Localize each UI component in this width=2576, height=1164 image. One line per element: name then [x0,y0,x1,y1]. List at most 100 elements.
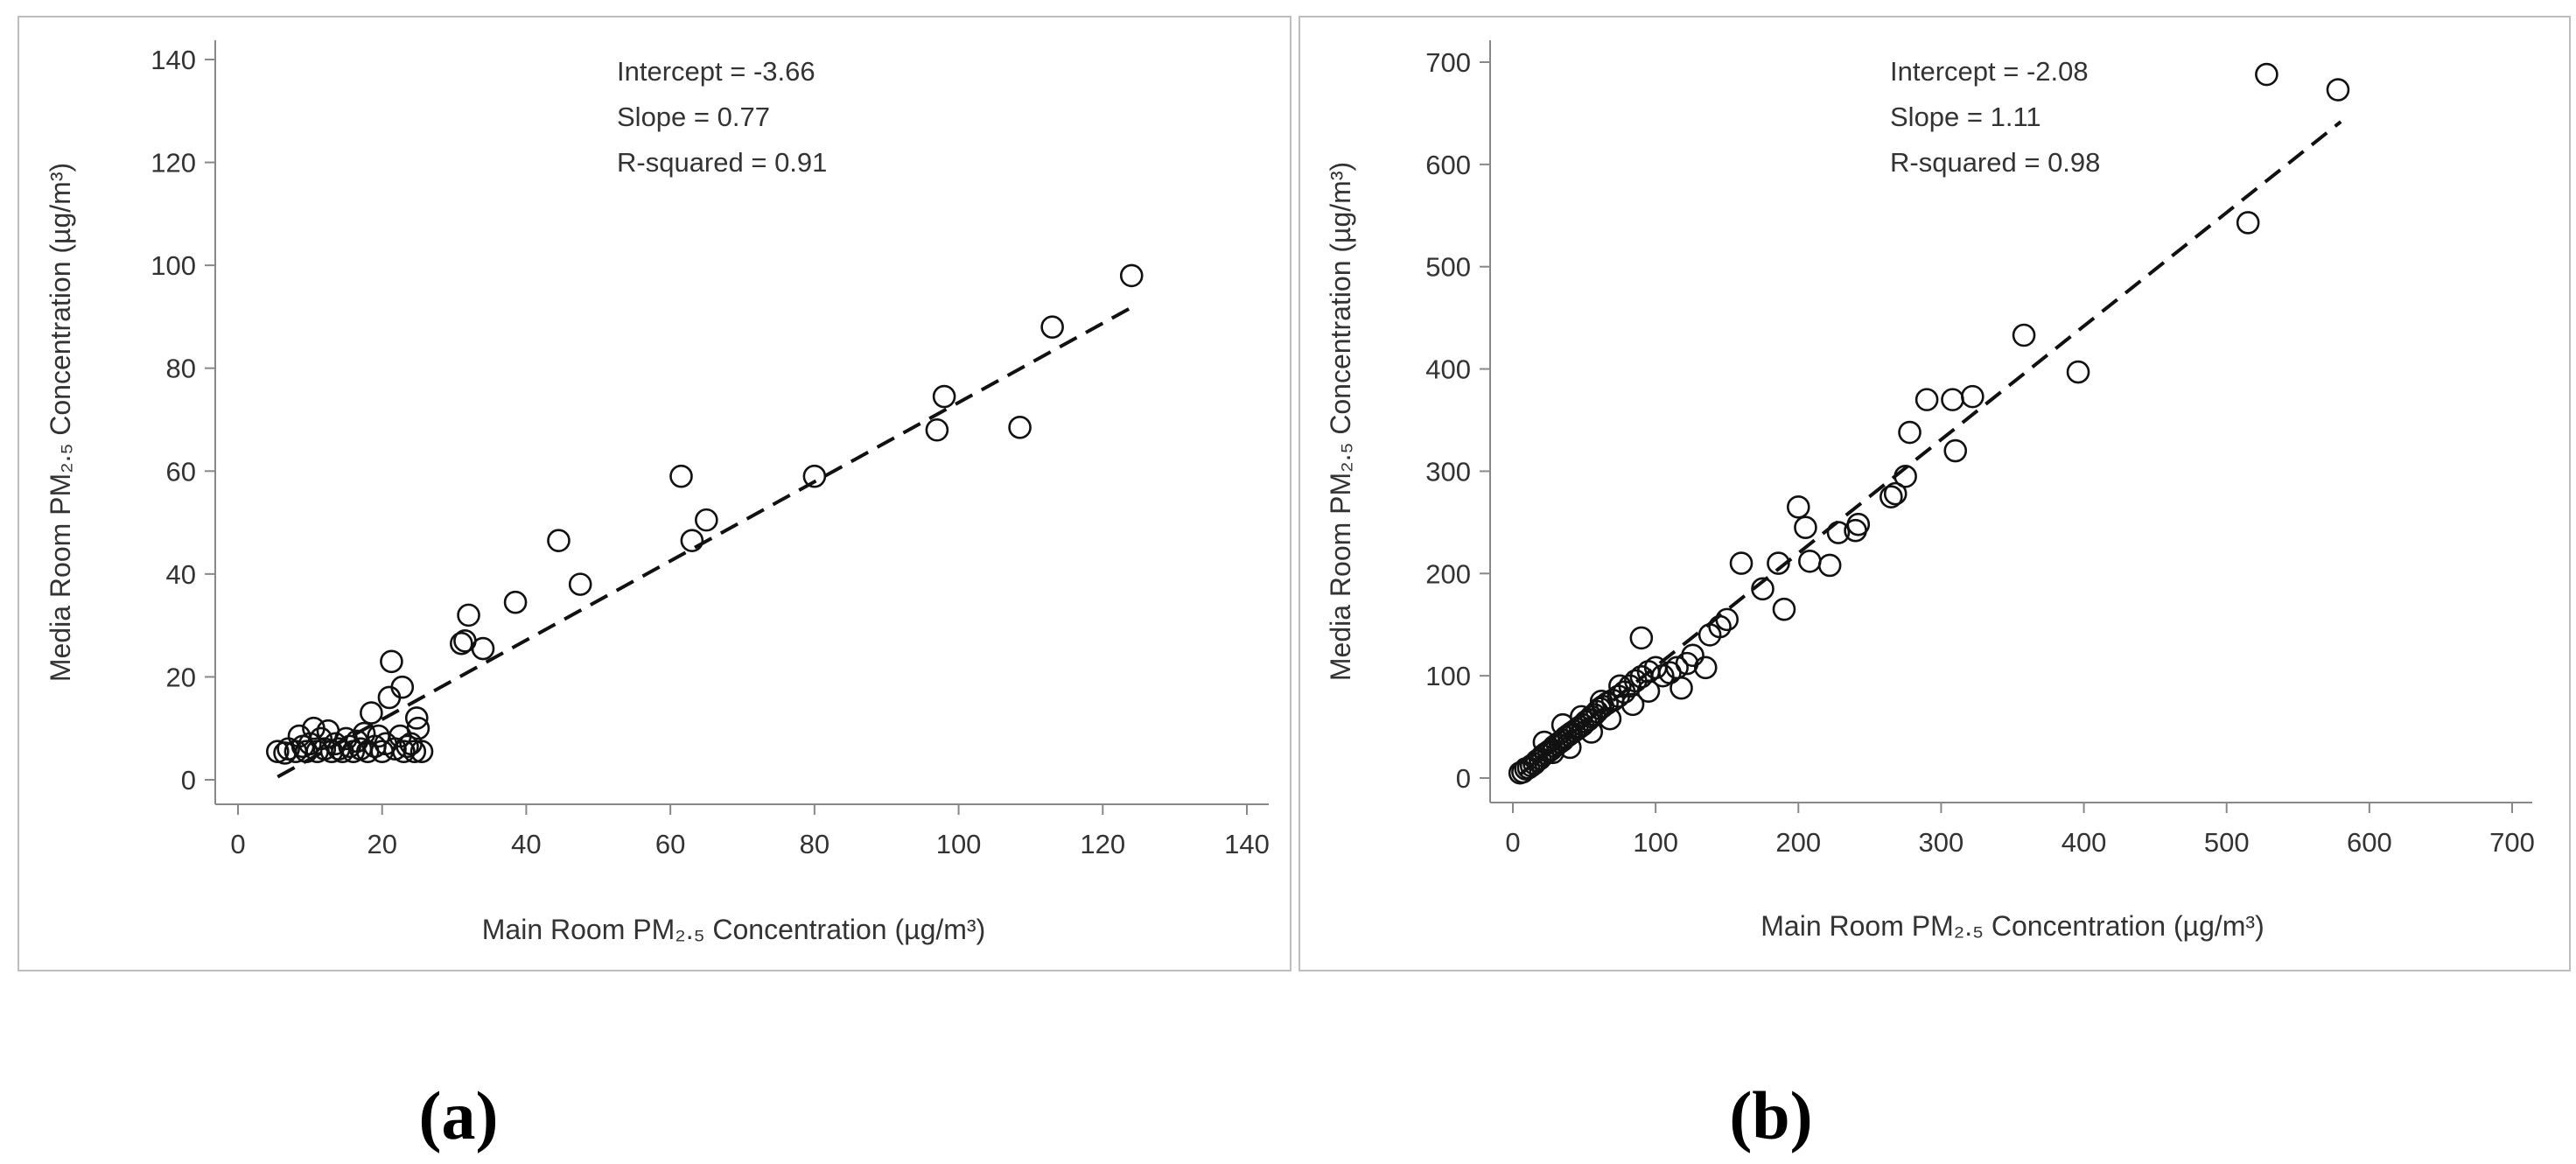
data-point [1629,626,1654,650]
x-axis-label: Main Room PM₂.₅ Concentration (µg/m³) [482,914,985,945]
y-tick-label: 0 [181,765,196,796]
y-tick-label: 200 [1425,558,1471,589]
data-point [360,701,383,725]
data-point [680,529,704,552]
data-point [383,737,407,761]
caption-b: (b) [1729,1077,1813,1153]
data-point [802,464,827,488]
x-tick-label: 0 [230,829,245,859]
data-point [1846,512,1871,536]
data-point [1898,420,1922,445]
y-tick-label: 600 [1425,150,1471,180]
data-point [404,706,429,730]
x-tick-label: 400 [2062,827,2107,858]
data-point [390,675,415,699]
data-point [1729,551,1754,575]
data-point [1693,656,1718,680]
data-point [568,572,592,596]
data-point [1961,384,1984,409]
regression-fit-line [1518,120,2342,776]
x-tick-label: 40 [511,829,541,859]
data-point [338,734,361,759]
stat-text: Slope = 0.77 [617,102,770,132]
regression-fit-line [276,305,1133,779]
data-point [1119,263,1144,288]
data-point [1880,485,1903,508]
scatter-chart-a: 0 20 40 60 80 100 120 140 0 20 40 60 80 100 120 140 Main… [45,40,1270,945]
data-point [457,603,480,628]
data-point [450,631,473,656]
y-tick-label: 40 [166,559,196,590]
y-tick-label: 60 [166,456,196,487]
chart-panel-a: 0 20 40 60 80 100 120 140 0 20 40 60 80 100 120 140 Main… [18,16,1292,971]
x-tick-label: 140 [1224,829,1270,859]
y-tick-label: 100 [150,250,196,281]
data-point [396,734,419,759]
data-point [503,590,528,614]
x-tick-label: 500 [2204,827,2250,858]
data-point [410,740,434,763]
x-tick-label: 60 [655,829,685,859]
caption-a: (a) [418,1077,499,1153]
y-tick-label: 20 [166,662,196,692]
data-point [1767,551,1790,575]
data-point [2012,323,2036,347]
data-point [402,740,427,763]
data-point [1817,553,1842,578]
data-point [1670,676,1693,700]
data-point [669,464,693,488]
y-tick-label: 100 [1425,661,1471,691]
stat-text: Intercept = -2.08 [1890,56,2089,87]
data-point [2066,360,2090,384]
data-point [2255,62,2278,87]
data-point [1541,740,1564,765]
x-tick-label: 80 [800,829,830,859]
data-point [1681,643,1704,668]
scatter-chart-b: 0 100 200 300 400 500 600 700 0 100 200 300 400 500 60… [1325,40,2535,942]
data-point [1772,597,1796,621]
stat-text: Intercept = -3.66 [617,56,816,87]
data-point [1579,720,1604,744]
data-point [406,716,430,740]
y-tick-label: 700 [1425,47,1471,78]
data-point [1798,549,1822,573]
x-tick-label: 120 [1080,829,1125,859]
y-tick-label: 140 [150,45,196,75]
data-point [1941,388,1964,411]
y-tick-label: 500 [1425,252,1471,283]
x-tick-label: 600 [2347,827,2392,858]
y-axis-label: Media Room PM₂.₅ Concentration (µg/m³) [1325,162,1356,681]
data-point [932,384,956,409]
data-point [2236,211,2260,235]
x-tick-label: 700 [2489,827,2535,858]
x-tick-label: 200 [1775,827,1821,858]
stat-text: Slope = 1.11 [1890,102,2041,132]
data-point [1794,515,1817,540]
stat-text: R-squared = 0.91 [617,147,827,178]
x-tick-label: 20 [367,829,396,859]
data-point [1826,521,1851,544]
y-tick-label: 0 [1456,763,1471,794]
data-point [1008,416,1032,439]
data-point [2326,78,2350,102]
data-point [1943,438,1968,463]
data-point [695,508,718,532]
data-point [1636,679,1661,703]
data-point [547,529,570,552]
x-tick-label: 0 [1505,827,1520,858]
data-point [1598,706,1622,731]
y-tick-label: 300 [1425,456,1471,487]
data-point [1786,495,1810,519]
y-tick-label: 120 [150,148,196,179]
x-tick-label: 100 [936,829,982,859]
data-point [1620,692,1645,717]
data-point [1751,577,1774,601]
data-point [1914,388,1939,411]
data-point [471,636,495,661]
data-point [1040,315,1064,339]
data-point [298,732,322,756]
y-tick-label: 400 [1425,354,1471,385]
x-tick-label: 100 [1633,827,1678,858]
stat-text: R-squared = 0.98 [1890,147,2100,178]
y-tick-label: 80 [166,354,196,384]
